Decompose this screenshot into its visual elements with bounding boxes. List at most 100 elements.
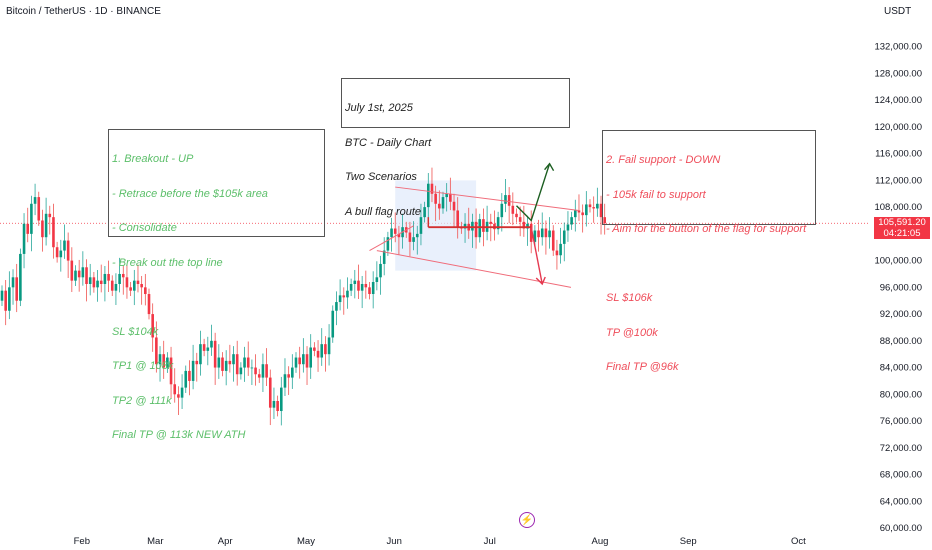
note-down-line: Final TP @96k — [606, 361, 679, 373]
candle-body — [423, 207, 426, 218]
candle-body — [22, 223, 26, 254]
candle-body — [173, 384, 177, 395]
candle-body — [4, 290, 7, 311]
candle-body — [375, 277, 379, 282]
candle-body — [280, 387, 283, 412]
candle-body — [107, 273, 110, 281]
candle-body — [390, 228, 393, 238]
candle-body — [504, 195, 507, 204]
candles — [0, 167, 606, 426]
y-tick-label: 116,000.00 — [875, 149, 922, 160]
candle-body — [195, 360, 199, 365]
price-axis[interactable]: 132,000.00 128,000.00 124,000.00 120,000.00… — [874, 42, 922, 534]
candle-body — [162, 354, 165, 368]
note-breakout-up[interactable]: 1. Breakout - UP - Retrace before the $1… — [108, 129, 325, 441]
scenario-down-arrowhead — [535, 276, 546, 286]
candle-body — [221, 357, 224, 371]
candle-body — [368, 287, 371, 295]
candle-body — [382, 250, 386, 264]
candle-body — [257, 374, 261, 378]
scenario-up-arrow — [516, 163, 551, 222]
candle-body — [566, 224, 570, 231]
candle-body — [456, 210, 459, 228]
candle-body — [129, 287, 132, 291]
candle-body — [305, 354, 309, 368]
candle-body — [596, 203, 599, 209]
candle-body — [188, 370, 191, 381]
x-tick-label: Aug — [592, 536, 609, 547]
candle-body — [364, 283, 368, 288]
candle-body — [471, 221, 474, 231]
note-down-line: - Aim for the button of the flag for sup… — [606, 223, 807, 235]
candle-body — [419, 217, 423, 234]
candle-body — [592, 207, 595, 209]
candle-body — [158, 354, 162, 365]
candle-body — [33, 197, 37, 204]
candle-body — [599, 203, 603, 218]
candle-body — [489, 221, 493, 224]
note-center-line: July 1st, 2025 — [345, 102, 413, 114]
candle-body — [353, 280, 357, 284]
candle-body — [246, 357, 250, 368]
candle-body — [250, 367, 254, 369]
candle-body — [349, 283, 353, 291]
candle-body — [335, 302, 338, 311]
candle-body — [26, 223, 30, 234]
x-tick-label: Sep — [680, 536, 697, 547]
candle-body — [265, 364, 268, 378]
note-up-line: - Consolidate — [112, 222, 177, 234]
currency-label[interactable]: USDT — [884, 6, 912, 17]
candle-body — [500, 203, 504, 218]
y-tick-label: 92,000.00 — [880, 309, 922, 320]
candle-body — [232, 354, 235, 365]
note-fail-down[interactable]: 2. Fail support - DOWN - 105k fail to su… — [602, 130, 816, 373]
symbol-title[interactable]: Bitcoin / TetherUS · 1D · BINANCE — [6, 6, 161, 17]
note-up-line: 1. Breakout - UP — [112, 153, 194, 165]
candle-body — [114, 283, 118, 291]
candle-body — [85, 267, 88, 284]
candle-body — [302, 354, 305, 365]
candle-body — [412, 237, 415, 242]
candle-body — [445, 193, 448, 198]
candle-body — [81, 267, 85, 278]
candle-body — [294, 357, 298, 368]
y-tick-label: 120,000.00 — [874, 122, 922, 133]
candle-body — [518, 217, 522, 222]
candle-body — [540, 228, 544, 238]
y-tick-label: 88,000.00 — [880, 336, 922, 347]
x-tick-label: Jun — [387, 536, 402, 547]
candle-body — [515, 213, 518, 218]
scenario-down-arrow — [530, 227, 543, 285]
x-tick-label: Feb — [74, 536, 90, 547]
time-axis[interactable]: Feb Mar Apr May Jun Jul Aug Sep Oct — [74, 536, 807, 547]
candle-body — [180, 387, 184, 398]
candle-body — [537, 230, 540, 238]
candle-body — [99, 280, 103, 284]
candle-body — [298, 357, 301, 365]
note-center[interactable]: July 1st, 2025 BTC - Daily Chart Two Sce… — [341, 78, 570, 217]
candle-body — [272, 400, 276, 408]
candle-body — [511, 205, 515, 214]
last-price-tag: 105,591.20 — [874, 217, 930, 229]
candle-body — [11, 277, 15, 288]
candle-body — [581, 212, 584, 216]
candle-body — [338, 295, 342, 303]
candle-body — [136, 280, 140, 284]
y-tick-label: 60,000.00 — [880, 523, 922, 534]
candle-body — [52, 217, 55, 248]
y-tick-label: 100,000.00 — [874, 256, 922, 267]
candle-body — [59, 250, 63, 258]
lightning-icon[interactable]: ⚡ — [519, 512, 535, 528]
y-tick-label: 112,000.00 — [875, 175, 922, 186]
candle-body — [449, 193, 452, 202]
flag-upper-line — [395, 186, 580, 211]
candle-body — [110, 280, 114, 291]
candle-body — [191, 360, 195, 381]
candle-body — [8, 287, 11, 311]
candle-body — [133, 280, 136, 291]
candle-body — [357, 280, 360, 291]
candle-body — [224, 360, 228, 371]
candle-body — [184, 370, 188, 388]
candle-body — [474, 221, 478, 238]
